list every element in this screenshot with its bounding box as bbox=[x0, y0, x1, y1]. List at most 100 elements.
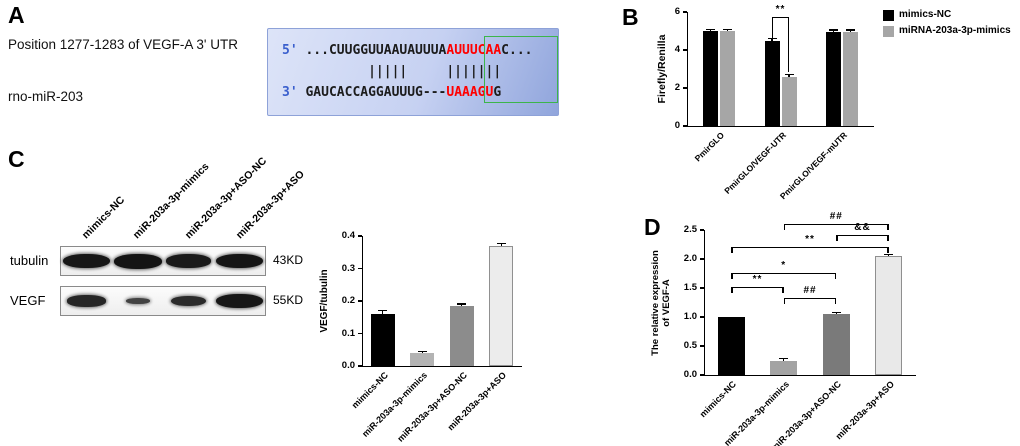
mirna-sequence-line: 3' GAUCACCAGGAUUUG---UAAAGUG bbox=[282, 82, 558, 103]
y-tick-label: 0.2 bbox=[341, 295, 355, 306]
bar bbox=[875, 256, 903, 375]
blot-row-label-tubulin: tubulin bbox=[10, 253, 49, 268]
bar bbox=[843, 31, 859, 126]
blot-band bbox=[125, 298, 150, 304]
error-bar bbox=[829, 29, 839, 32]
bar bbox=[370, 314, 395, 366]
y-tick-label: 0 bbox=[674, 120, 680, 131]
mirna-seed-sequence: UAAAGU bbox=[446, 85, 494, 100]
bracket-left-leg bbox=[731, 248, 733, 254]
error-bar bbox=[457, 303, 467, 306]
error-bar bbox=[884, 253, 894, 257]
blot-band bbox=[170, 295, 207, 307]
western-blot-vegf-strip bbox=[60, 286, 266, 316]
significance-label: && bbox=[854, 221, 871, 233]
bar bbox=[489, 245, 514, 366]
error-bar bbox=[831, 311, 841, 315]
bar bbox=[702, 31, 718, 126]
base-pairing-lines: ||||| ||||||| bbox=[282, 64, 502, 79]
bar bbox=[826, 31, 842, 126]
mirna-sequence-tail: G bbox=[493, 85, 502, 100]
bracket-right-leg bbox=[887, 248, 889, 254]
y-axis-tick bbox=[700, 229, 704, 231]
y-axis-tick bbox=[358, 300, 362, 302]
y-axis-line bbox=[704, 230, 706, 375]
significance-label: ** bbox=[775, 3, 786, 15]
significance-bracket bbox=[731, 286, 784, 293]
utr-sequence-line: 5' ...CUUGGUUAAUAUUUAAUUUCAAC... bbox=[282, 40, 558, 61]
y-tick-label: 4 bbox=[674, 44, 680, 55]
utr-position-text: Position 1277-1283 of VEGF-A 3' UTR bbox=[8, 37, 238, 52]
y-axis-tick bbox=[683, 125, 687, 127]
significance-bracket bbox=[731, 247, 889, 254]
error-bar bbox=[779, 358, 789, 361]
bar bbox=[822, 314, 850, 375]
five-prime-label: 5' bbox=[282, 43, 298, 58]
utr-sequence: ...CUUGGUUAAUAUUUA bbox=[297, 43, 447, 58]
blot-band bbox=[67, 295, 106, 307]
error-bar bbox=[417, 350, 427, 354]
y-axis-title-line: The relative expression bbox=[650, 249, 661, 356]
y-axis-tick bbox=[358, 235, 362, 237]
western-blot-tubulin-strip bbox=[60, 246, 266, 276]
error-bar bbox=[784, 74, 794, 77]
error-bar bbox=[846, 29, 856, 32]
significance-bracket bbox=[783, 224, 889, 231]
error-bar bbox=[722, 28, 732, 32]
bracket-left-leg bbox=[783, 225, 786, 231]
y-axis-tick bbox=[700, 345, 704, 347]
bracket-right-leg bbox=[787, 17, 789, 72]
x-axis-line bbox=[362, 366, 522, 368]
bar bbox=[719, 31, 735, 126]
molecular-weight-55kd: 55KD bbox=[273, 293, 304, 307]
y-tick-label: 2.0 bbox=[683, 253, 697, 264]
blot-lane-label: mimics-NC bbox=[79, 194, 127, 242]
y-tick-label: 2.5 bbox=[683, 224, 697, 235]
blot-band bbox=[215, 253, 263, 269]
bar bbox=[770, 360, 798, 375]
significance-bracket bbox=[772, 16, 789, 72]
panel-d-label: D bbox=[644, 214, 661, 240]
bar bbox=[717, 317, 745, 375]
significance-label: ## bbox=[829, 211, 843, 223]
y-axis-title: The relative expression of VEGF-A bbox=[650, 223, 672, 383]
y-axis-tick bbox=[700, 374, 704, 376]
molecular-weight-43kd: 43KD bbox=[273, 253, 304, 267]
blot-band bbox=[216, 293, 263, 309]
legend-label: mimics-NC bbox=[899, 9, 952, 20]
sequence-alignment: 5' ...CUUGGUUAAUAUUUAAUUUCAAC... ||||| |… bbox=[282, 36, 558, 103]
significance-bracket bbox=[731, 272, 837, 279]
y-tick-label: 1.5 bbox=[683, 282, 697, 293]
y-tick-label: 0.0 bbox=[683, 369, 697, 380]
y-axis-line bbox=[362, 236, 364, 366]
error-bar bbox=[767, 38, 777, 41]
legend-swatch bbox=[883, 10, 894, 21]
y-axis-title-line: of VEGF-A bbox=[661, 278, 672, 327]
bracket-left-leg bbox=[783, 299, 786, 305]
blot-band bbox=[113, 253, 162, 269]
mirna-name-text: rno-miR-203 bbox=[8, 89, 84, 104]
bracket-left-leg bbox=[836, 235, 838, 241]
x-axis-line bbox=[687, 126, 874, 128]
blot-band bbox=[166, 254, 211, 268]
luciferase-reporter-chart: 0 2 4 6 PmirGLO PmirGLO/VEGF-UTR PmirGLO/VEGF-… bbox=[650, 0, 1020, 214]
bracket-right-leg bbox=[834, 273, 837, 279]
y-axis-tick bbox=[700, 287, 704, 289]
error-bar bbox=[378, 310, 388, 314]
bar bbox=[410, 353, 435, 366]
y-axis-tick bbox=[683, 87, 687, 89]
y-axis-tick bbox=[683, 11, 687, 13]
bar bbox=[764, 40, 780, 126]
significance-bracket bbox=[836, 234, 889, 241]
mirna-sequence: GAUCACCAGGAUUUG--- bbox=[297, 85, 447, 100]
x-tick-label: mimics-NC bbox=[698, 379, 739, 420]
y-axis-line bbox=[687, 12, 689, 126]
panel-a-label: A bbox=[8, 2, 25, 28]
y-tick-label: 0.1 bbox=[341, 327, 355, 339]
utr-sequence-tail: C... bbox=[501, 43, 533, 58]
error-bar bbox=[496, 243, 506, 246]
y-axis-tick bbox=[700, 316, 704, 318]
bracket-right-leg bbox=[782, 287, 784, 293]
y-tick-label: 0.5 bbox=[683, 340, 697, 351]
